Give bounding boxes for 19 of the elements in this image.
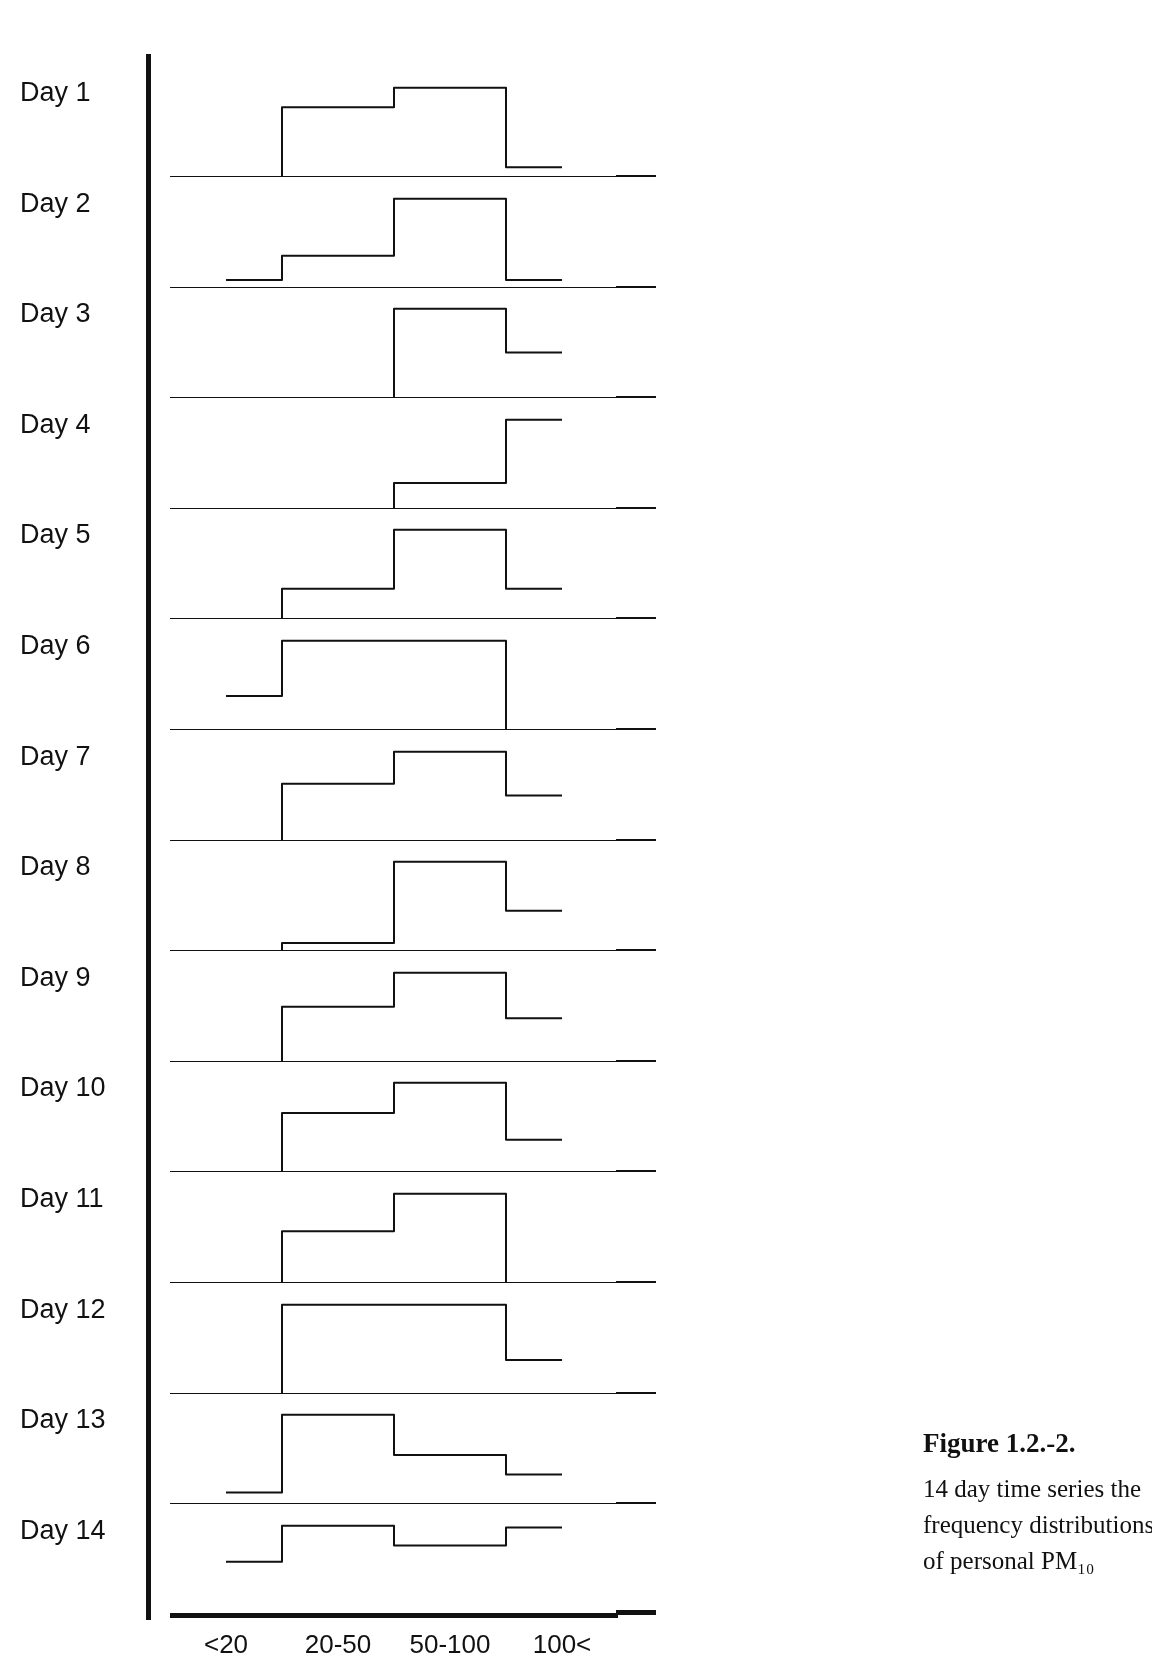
chart-title: Day 6 bbox=[20, 630, 91, 661]
x-tick-label: 50-100 bbox=[409, 1628, 491, 1659]
chart-title: Day 11 bbox=[20, 1183, 104, 1214]
caption: Figure 1.2.-2. bbox=[923, 1428, 1077, 1459]
chart-title: Day 10 bbox=[20, 1072, 106, 1104]
chart-title: Day 1 bbox=[20, 77, 91, 108]
chart-title: Day 4 bbox=[20, 408, 91, 440]
chart-title: Day 2 bbox=[20, 187, 91, 219]
chart-title: Day 9 bbox=[20, 961, 91, 993]
chart-title: Day 3 bbox=[20, 298, 91, 330]
x-tick-label: 20-50 bbox=[304, 1628, 372, 1659]
x-tick-label: <20 bbox=[203, 1628, 249, 1659]
chart-title: Day 7 bbox=[20, 740, 91, 772]
chart-title: Day 8 bbox=[20, 851, 91, 883]
chart-title: Day 13 bbox=[20, 1404, 106, 1436]
x-tick-label: 100< bbox=[532, 1628, 592, 1659]
chart-title: Day 5 bbox=[20, 519, 91, 551]
chart-title: Day 12 bbox=[20, 1293, 106, 1325]
chart-title: Day 14 bbox=[20, 1514, 106, 1546]
